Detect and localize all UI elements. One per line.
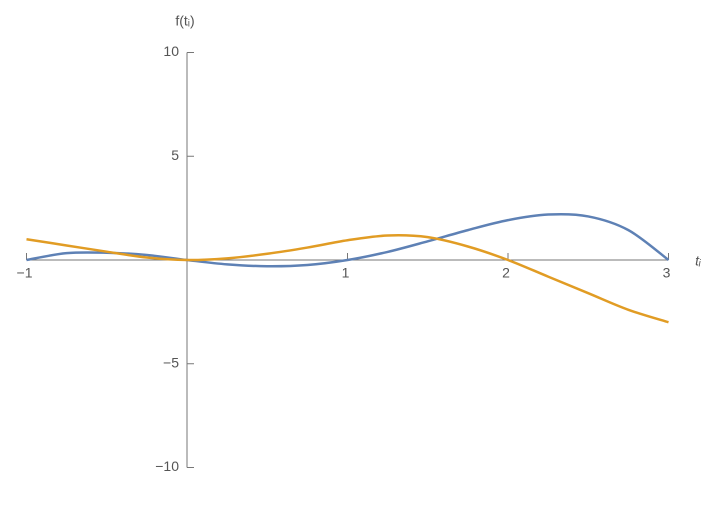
y-tick-label: −5 (163, 354, 179, 370)
x-axis-label: tᵢ (695, 253, 701, 269)
line (26, 212, 670, 268)
line (26, 234, 669, 324)
y-tick-label: −10 (155, 458, 179, 474)
x-tick-label: −1 (17, 265, 33, 281)
x-tick-label: 1 (342, 265, 350, 281)
y-axis-label: f(tᵢ) (175, 13, 194, 29)
x-tick-label: 3 (663, 265, 671, 281)
y-tick-label: 5 (171, 147, 179, 163)
x-tick-label: 2 (502, 265, 510, 281)
y-tick-label: 10 (163, 43, 179, 59)
